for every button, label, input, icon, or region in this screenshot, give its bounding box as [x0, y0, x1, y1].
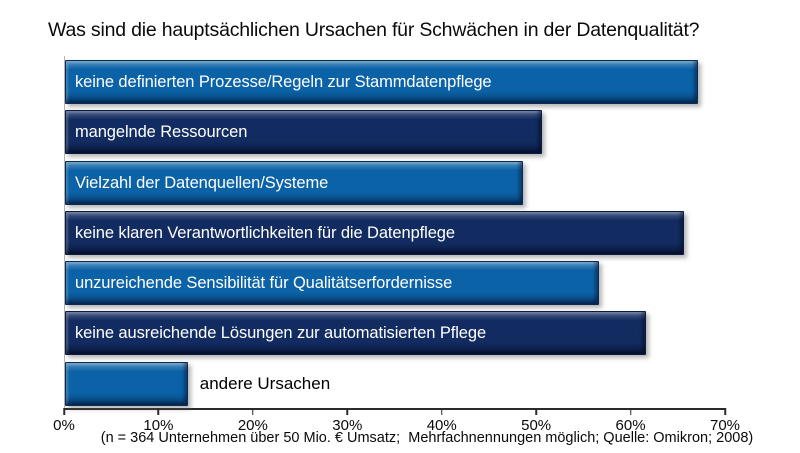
bar-label: keine ausreichende Lösungen zur automati… [75, 324, 487, 343]
x-axis-tick-label: 50% [521, 417, 552, 434]
x-axis-tick [346, 408, 349, 415]
x-axis-tick-label: 30% [332, 417, 363, 434]
bar-2: mangelnde Ressourcen [65, 110, 542, 155]
x-axis-tick [63, 408, 65, 415]
bar-row: unzureichende Sensibilität für Qualitäts… [65, 257, 726, 307]
x-axis-tick-label: 40% [426, 417, 457, 434]
x-axis-tick-label: 0% [53, 417, 75, 434]
plot-area: keine definierten Prozesse/Regeln zur St… [64, 56, 726, 410]
bar-6: keine ausreichende Lösungen zur automati… [65, 311, 646, 356]
x-axis-tick [724, 408, 726, 415]
bar-4: keine klaren Verantwortlichkeiten für di… [65, 210, 684, 255]
bar-row: andere Ursachen [65, 358, 726, 408]
bar-label: keine klaren Verantwortlichkeiten für di… [75, 223, 455, 242]
bar-label: andere Ursachen [199, 373, 331, 393]
x-axis-tick [157, 408, 160, 415]
bar-row: Vielzahl der Datenquellen/Systeme [65, 157, 726, 207]
x-axis: 0% 10% 20% 30% 40% 50% 60% 70% [53, 408, 740, 444]
x-axis-tick [629, 408, 632, 415]
bar-row: keine klaren Verantwortlichkeiten für di… [65, 207, 726, 257]
bar-row: keine definierten Prozesse/Regeln zur St… [65, 56, 726, 106]
bar-1: keine definierten Prozesse/Regeln zur St… [65, 60, 698, 104]
x-axis-tick [440, 408, 443, 415]
bar-label: unzureichende Sensibilität für Qualitäts… [75, 274, 453, 293]
footnote: (n = 364 Unternehmen über 50 Mio. € Umsa… [100, 430, 754, 446]
bar-label: mangelnde Ressourcen [75, 123, 248, 142]
x-axis-tick [252, 408, 254, 415]
bar-3: Vielzahl der Datenquellen/Systeme [65, 160, 523, 205]
bar-5: unzureichende Sensibilität für Qualitäts… [65, 261, 599, 306]
bar-7 [65, 361, 188, 406]
bar-row: mangelnde Ressourcen [65, 106, 726, 156]
bar-label: keine definierten Prozesse/Regeln zur St… [75, 73, 492, 91]
x-axis-tick-label: 70% [709, 417, 741, 434]
x-axis-tick-label: 20% [237, 417, 268, 434]
x-axis-tick [535, 408, 537, 415]
bar-label: Vielzahl der Datenquellen/Systeme [75, 173, 329, 192]
x-axis-tick-label: 10% [143, 417, 174, 434]
chart-title: Was sind die hauptsächlichen Ursachen fü… [48, 19, 700, 41]
bar-row: keine ausreichende Lösungen zur automati… [65, 307, 726, 357]
x-axis-tick-label: 60% [615, 417, 646, 434]
